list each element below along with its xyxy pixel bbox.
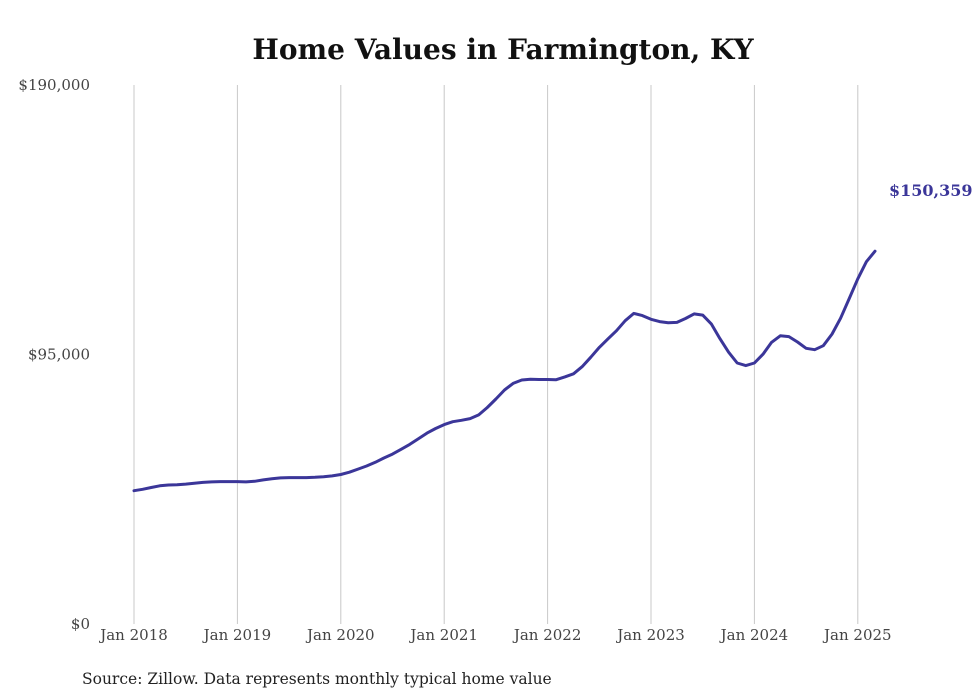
x-tick-label: Jan 2018	[98, 626, 168, 644]
x-tick-label: Jan 2024	[719, 626, 789, 644]
chart-title: Home Values in Farmington, KY	[252, 33, 754, 66]
x-tick-label: Jan 2021	[408, 626, 478, 644]
y-tick-label: $95,000	[28, 346, 90, 364]
x-tick-label: Jan 2023	[615, 626, 685, 644]
x-tick-label: Jan 2025	[822, 626, 892, 644]
x-tick-label: Jan 2020	[305, 626, 375, 644]
end-value-label: $150,359	[889, 181, 973, 200]
home-value-line	[132, 249, 877, 493]
x-tick-label: Jan 2022	[512, 626, 582, 644]
x-axis-ticks: Jan 2018 Jan 2019 Jan 2020 Jan 2021 Jan 2022…	[98, 626, 891, 644]
y-axis-ticks: $0 $95,000 $190,000	[18, 76, 90, 633]
x-tick-label: Jan 2019	[202, 626, 272, 644]
gridlines	[133, 85, 859, 624]
y-tick-label: $190,000	[18, 76, 90, 94]
y-tick-label: $0	[71, 615, 90, 633]
source-note: Source: Zillow. Data represents monthly …	[82, 670, 552, 688]
